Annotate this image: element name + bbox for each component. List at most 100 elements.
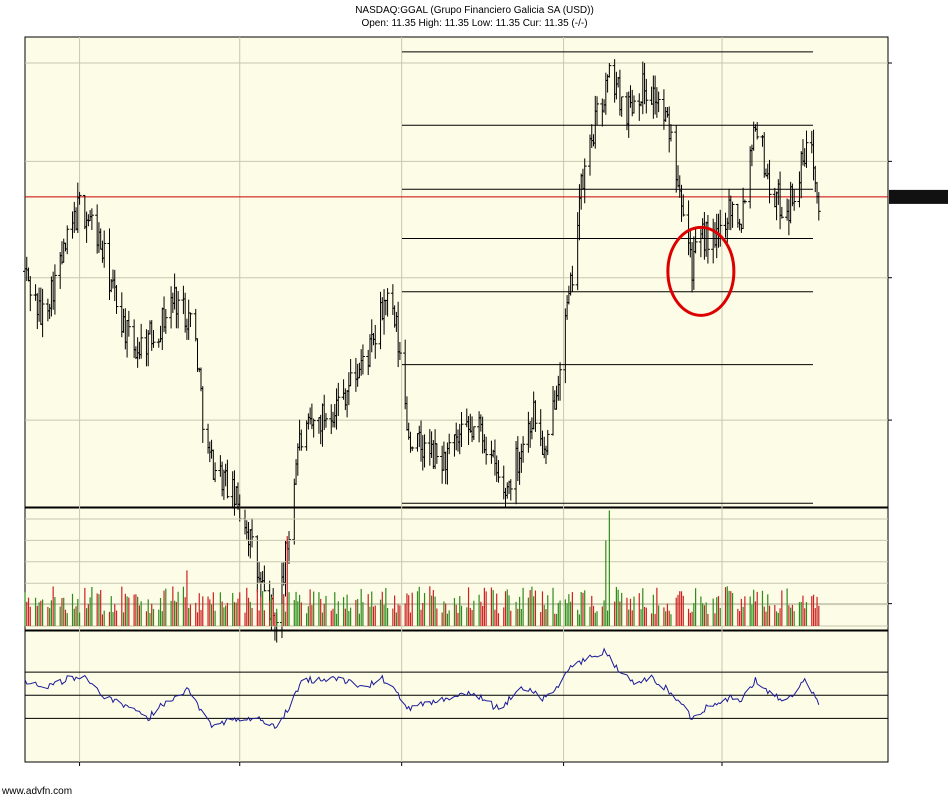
volume-bar (497, 613, 500, 626)
volume-bar (680, 591, 683, 626)
volume-bar (283, 594, 285, 626)
volume-bar (504, 591, 507, 626)
rsi-line (24, 647, 820, 730)
volume-bar (751, 604, 753, 626)
volume-bar (814, 608, 816, 626)
volume-bar (371, 591, 373, 626)
volume-bar (496, 593, 498, 626)
volume-bar (754, 601, 757, 626)
volume-bar (66, 613, 68, 626)
volume-bar (531, 586, 533, 626)
volume-bar (42, 599, 44, 626)
volume-bar (135, 594, 137, 626)
volume-bar (321, 612, 324, 626)
volume-bar (96, 593, 98, 626)
volume-bar (209, 599, 211, 626)
volume-bar (541, 591, 544, 626)
volume-bar (386, 607, 389, 626)
volume-bar (453, 597, 456, 626)
volume-bar (115, 610, 118, 626)
volume-bar (744, 596, 746, 626)
volume-bar (592, 605, 595, 626)
volume-bar (652, 594, 654, 626)
volume-bar (705, 602, 707, 626)
volume-bar (712, 598, 714, 626)
volume-bar (693, 603, 695, 626)
volume-bar (151, 603, 153, 626)
volume-bar (374, 605, 376, 626)
volume-bar (101, 614, 104, 626)
volume-bar (527, 597, 529, 626)
volume-bar (445, 603, 447, 626)
volume-bar (63, 597, 65, 626)
volume-bar (286, 536, 288, 626)
volume-bar (239, 592, 241, 626)
volume-bar (658, 605, 660, 626)
volume-bar (288, 592, 290, 626)
volume-bar (473, 600, 475, 626)
volume-bar (174, 600, 176, 626)
volume-bar (84, 587, 86, 626)
volume-bar (61, 598, 63, 626)
volume-bar (379, 599, 382, 626)
volume-bar (728, 590, 730, 626)
volume-bar (767, 594, 769, 626)
volume-bar (777, 612, 779, 626)
volume-bar (297, 601, 299, 626)
volume-bar (628, 609, 630, 626)
volume-bar (432, 590, 434, 626)
volume-bar (603, 600, 605, 626)
volume-bar (383, 604, 385, 626)
volume-bar (557, 602, 559, 626)
volume-bar (232, 593, 234, 626)
volume-bar (47, 606, 49, 626)
volume-bar (34, 597, 37, 626)
volume-bar (196, 612, 199, 626)
volume-bar (78, 612, 81, 626)
volume-bar (64, 609, 67, 626)
volume-bar (510, 610, 512, 626)
volume-bar (408, 595, 410, 626)
volume-bar (27, 597, 30, 626)
volume-bar (110, 596, 112, 626)
volume-bar (682, 595, 684, 626)
volume-bar (633, 596, 635, 626)
volume-bar (200, 610, 202, 626)
volume-bar (311, 605, 313, 626)
volume-bar (59, 606, 61, 626)
volume-bar (344, 608, 346, 626)
volume-bar (788, 605, 790, 626)
volume-bar (441, 612, 443, 626)
volume-bar (552, 587, 554, 626)
volume-bar (503, 607, 505, 626)
volume-bar (800, 601, 802, 626)
volume-bar (133, 594, 135, 626)
volume-bar (805, 602, 808, 626)
volume-bar (219, 592, 221, 626)
volume-bar (158, 609, 160, 626)
volume-bar (198, 593, 200, 626)
volume-bar (177, 591, 179, 626)
volume-bar (714, 613, 716, 626)
volume-bar (323, 603, 325, 626)
volume-bar (798, 602, 801, 626)
volume-bar (77, 598, 79, 626)
volume-bar (812, 594, 815, 626)
volume-bar (793, 611, 795, 626)
volume-bar (605, 540, 607, 626)
volume-bar (529, 590, 531, 626)
volume-bar (547, 595, 549, 626)
volume-bar (50, 600, 53, 626)
volume-bar (584, 590, 586, 626)
volume-bar (656, 587, 658, 626)
volume-bar (52, 586, 54, 626)
volume-bar (36, 605, 38, 626)
volume-bar (675, 597, 677, 626)
volume-bar (225, 605, 227, 626)
volume-bar (818, 605, 820, 626)
volume-bar (284, 611, 287, 626)
volume-bar (404, 603, 406, 626)
volume-bar (140, 601, 142, 626)
volume-bar (629, 598, 632, 626)
